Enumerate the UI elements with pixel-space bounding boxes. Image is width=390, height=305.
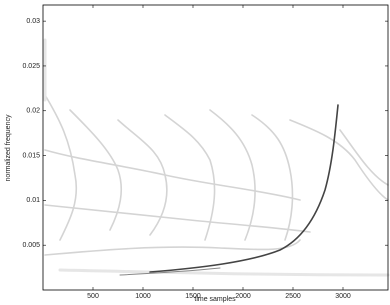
ridge	[45, 95, 76, 240]
x-tick-label: 1500	[185, 293, 201, 300]
x-tick-label: 3000	[335, 293, 351, 300]
ridge	[45, 240, 300, 255]
y-tick-label: 0.02	[26, 108, 40, 115]
page: time samples normalized frequency 500100…	[0, 0, 390, 305]
y-tick-label: 0.01	[26, 197, 40, 204]
x-tick-label: 1000	[135, 293, 151, 300]
x-tick-label: 500	[87, 293, 99, 300]
ridge	[252, 115, 292, 240]
x-tick-label: 2500	[285, 293, 301, 300]
y-tick-label: 0.005	[22, 242, 40, 249]
x-tick-label: 2000	[235, 293, 251, 300]
band	[60, 270, 388, 275]
scalogram-texture	[45, 40, 388, 275]
y-axis-label: normalized frequency	[5, 114, 12, 181]
y-tick-label: 0.03	[26, 18, 40, 25]
ridge	[118, 120, 167, 235]
ridge	[210, 110, 255, 240]
y-tick-label: 0.015	[22, 152, 40, 159]
ridge	[290, 120, 388, 200]
y-tick-label: 0.025	[22, 63, 40, 70]
ridge	[45, 205, 310, 232]
faint-bands	[45, 40, 388, 275]
ridge	[45, 150, 300, 200]
chart: time samples normalized frequency 500100…	[0, 0, 390, 305]
ridge	[340, 130, 388, 185]
